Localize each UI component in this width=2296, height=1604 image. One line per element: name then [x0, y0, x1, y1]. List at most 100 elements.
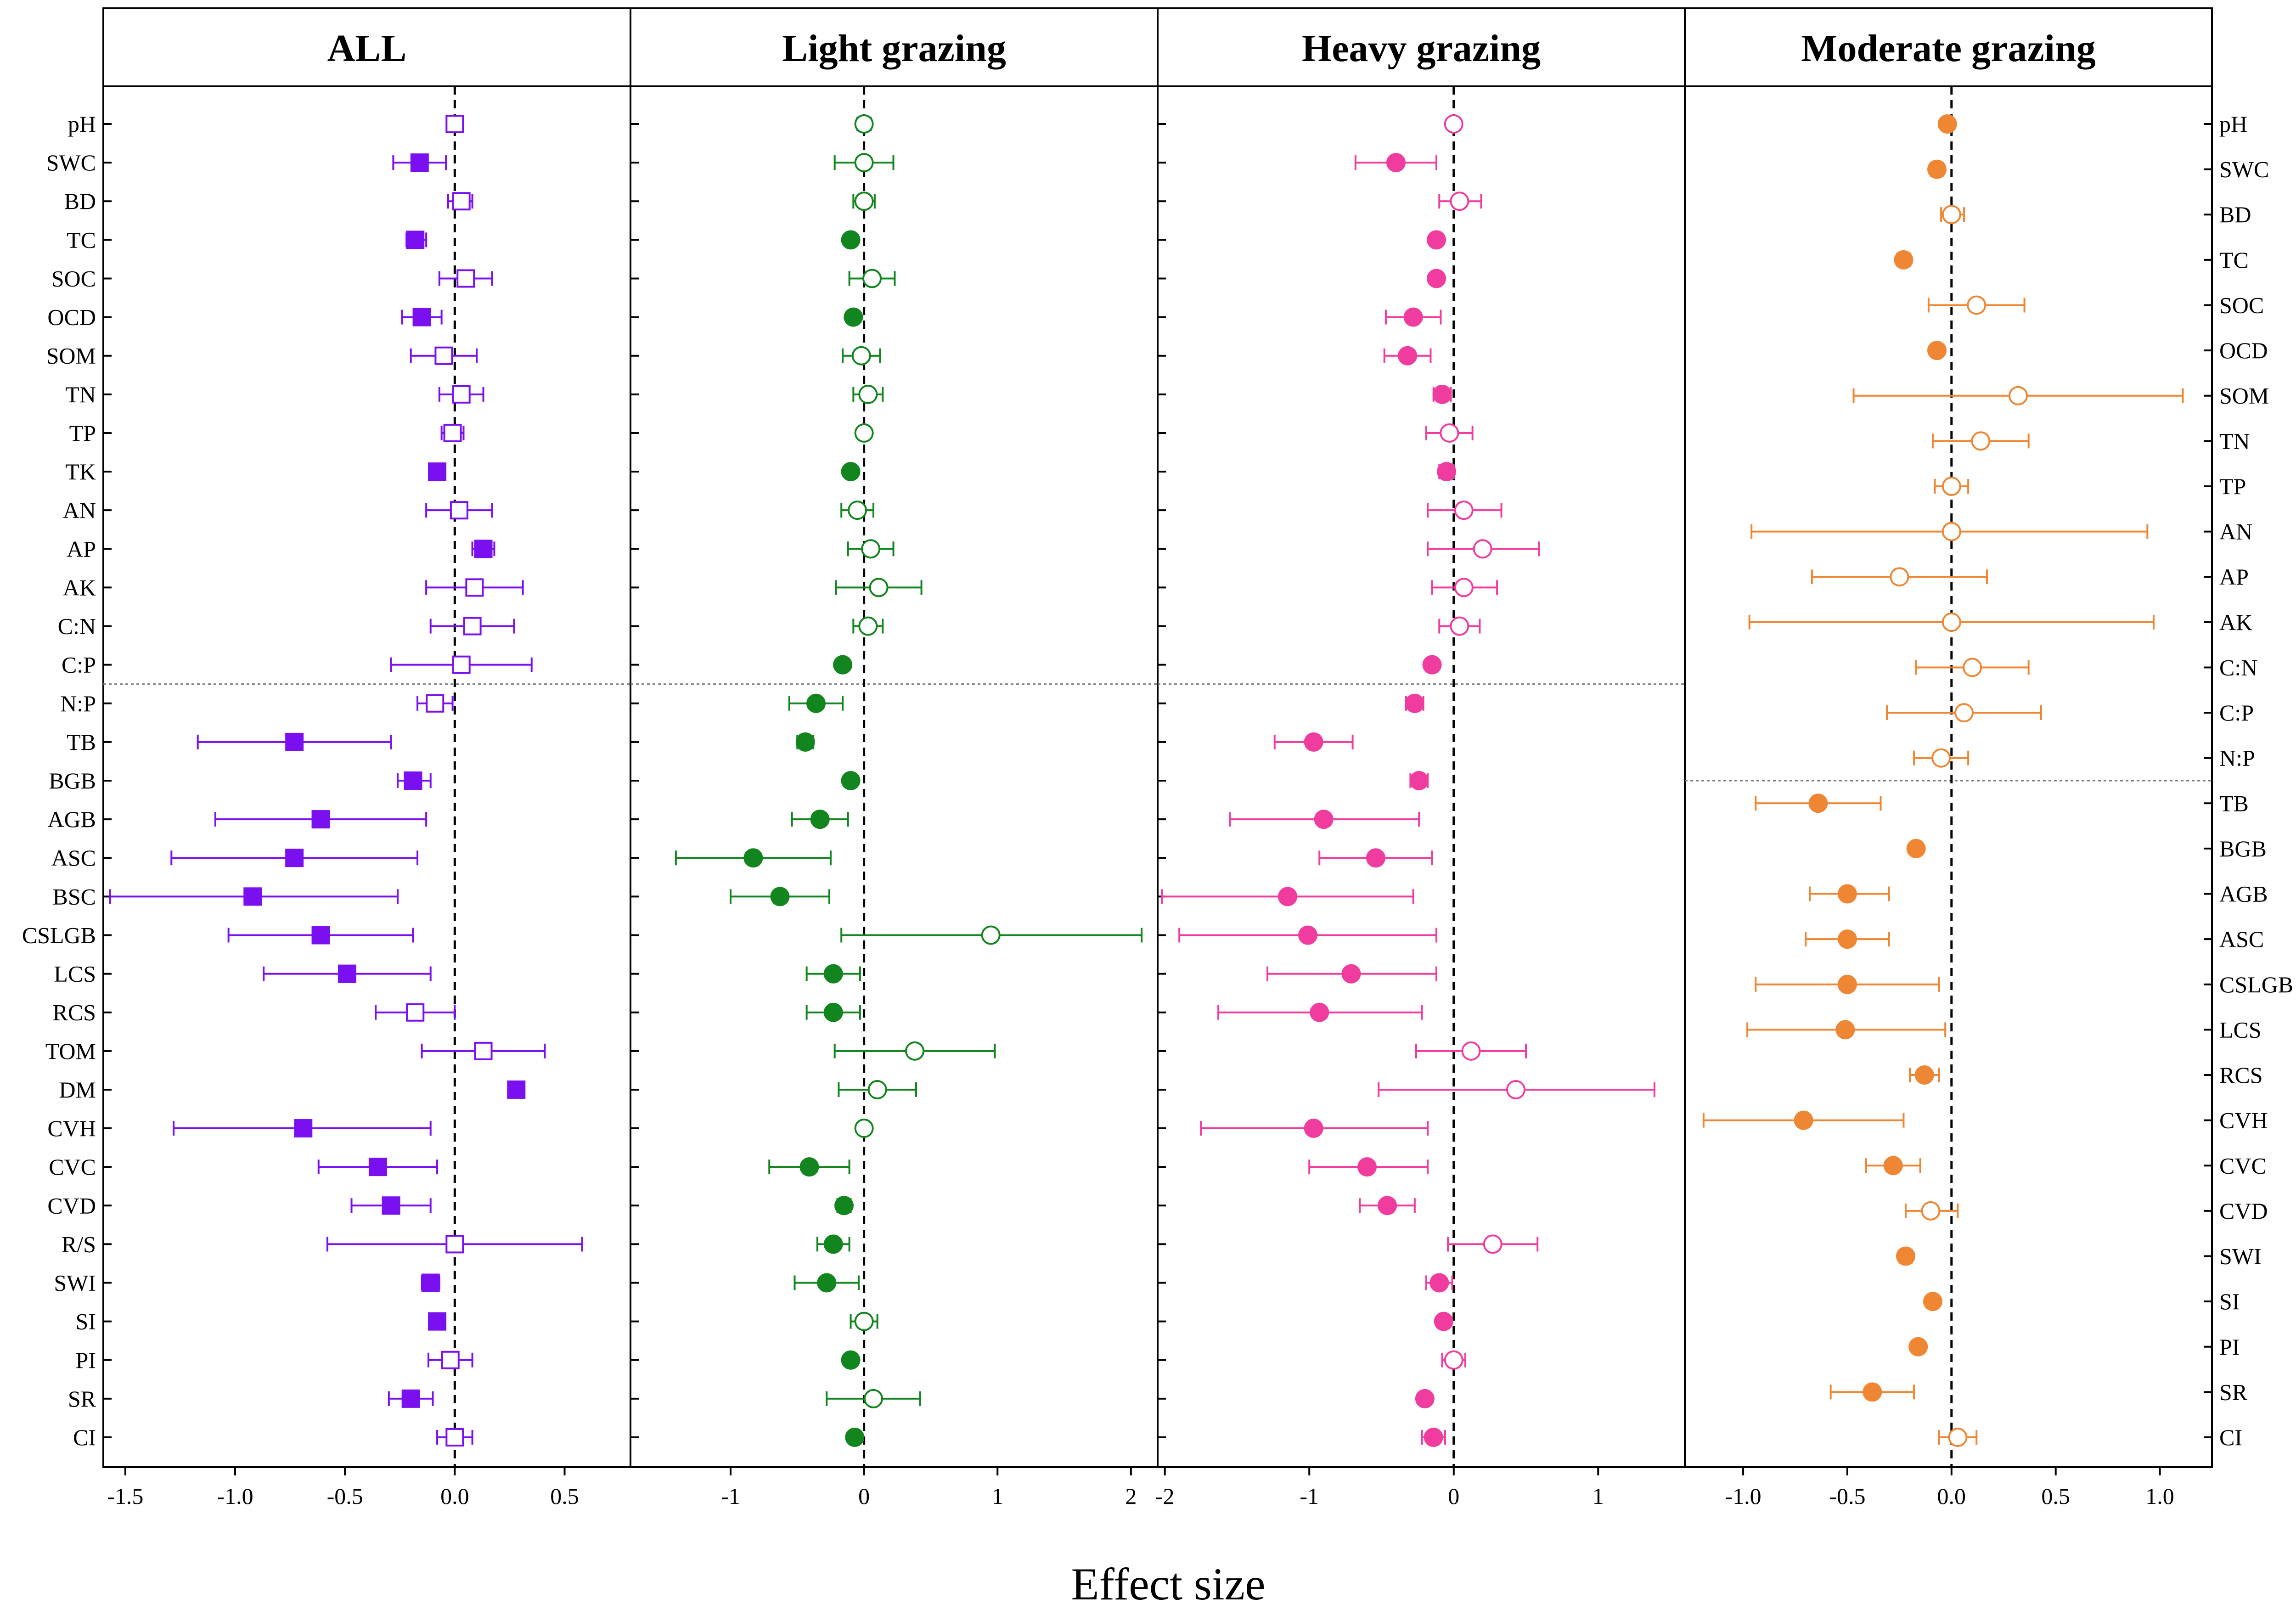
variable-label: OCD — [2219, 338, 2268, 363]
effect-row-bgb — [1158, 771, 1429, 790]
effect-row-rcs: RCS — [52, 1000, 456, 1025]
effect-marker — [844, 307, 863, 327]
effect-marker — [817, 1273, 837, 1293]
effect-marker — [412, 308, 431, 326]
x-tick-label: -1.0 — [1725, 1483, 1761, 1509]
variable-label: CVH — [2219, 1108, 2268, 1133]
effect-marker — [428, 462, 447, 481]
effect-marker — [2009, 386, 2028, 405]
x-tick-label: 1.0 — [2145, 1483, 2174, 1509]
effect-marker — [1444, 114, 1463, 134]
effect-row-si — [630, 1311, 878, 1331]
effect-row-ci: CI — [73, 1424, 473, 1450]
effect-row-ak: AK — [1748, 609, 2252, 635]
effect-row-swc — [1158, 153, 1438, 173]
effect-marker — [421, 1273, 440, 1292]
variable-label: SI — [76, 1309, 96, 1334]
effect-row-ak — [630, 578, 923, 597]
variable-label: TN — [65, 382, 96, 407]
effect-row-swc: SWC — [1927, 157, 2269, 182]
panel-plot-frame — [630, 85, 1159, 1468]
x-tick-label: 0 — [858, 1483, 870, 1509]
effect-row-ci — [630, 1428, 865, 1447]
effect-marker — [1923, 1292, 1942, 1311]
effect-row-cvd — [1158, 1196, 1416, 1216]
effect-marker — [1506, 1080, 1526, 1099]
variable-label: N:P — [2219, 745, 2255, 771]
effect-marker — [862, 269, 882, 288]
variable-label: SOM — [46, 343, 96, 369]
variable-label: AGB — [47, 806, 96, 832]
effect-marker — [743, 848, 763, 868]
variable-label: ASC — [2219, 926, 2264, 952]
panel-plot-frame — [102, 85, 631, 1468]
variable-label: AK — [63, 574, 96, 600]
x-tick-label: 0.5 — [550, 1483, 579, 1509]
effect-row-ap: AP — [1811, 564, 2249, 590]
variable-label: SOC — [2219, 292, 2264, 318]
effect-marker — [382, 1196, 400, 1215]
variable-label: AP — [67, 536, 96, 562]
effect-marker — [285, 849, 304, 867]
effect-marker — [823, 964, 843, 984]
effect-row-cslgb: CSLGB — [22, 922, 414, 948]
effect-marker — [452, 655, 471, 674]
effect-row-an: AN — [1750, 519, 2252, 545]
variable-label: DM — [59, 1077, 96, 1103]
effect-marker — [1894, 250, 1913, 270]
effect-row-tk — [630, 462, 861, 482]
effect-row-agb — [630, 810, 849, 829]
effect-marker — [1837, 929, 1857, 949]
effect-marker — [1808, 794, 1828, 813]
effect-row-tp: TP — [1934, 473, 2246, 499]
panel-heavy-grazing: Heavy grazing -2 -1 0 1 — [1155, 7, 1686, 1509]
effect-row-rcs: RCS — [1909, 1062, 2263, 1088]
effect-row-c-n: C:N — [1915, 654, 2257, 680]
effect-row-swi — [630, 1273, 860, 1293]
effect-marker — [1794, 1110, 1813, 1130]
effect-marker — [368, 1158, 387, 1176]
effect-marker — [1424, 1428, 1443, 1447]
effect-row-tk: TK — [65, 459, 447, 484]
variable-label: ASC — [51, 845, 96, 871]
effect-row-bd — [1158, 191, 1482, 211]
effect-marker — [434, 346, 453, 365]
effect-marker — [1837, 884, 1857, 904]
effect-row-bgb — [630, 771, 861, 790]
effect-marker — [401, 1389, 420, 1408]
effect-row-tc — [1158, 230, 1446, 250]
effect-row-soc — [630, 269, 896, 288]
effect-marker — [1437, 462, 1457, 482]
panel-title: Light grazing — [782, 27, 1006, 70]
effect-row-pi: PI — [1908, 1334, 2240, 1360]
variable-label: SOM — [2219, 383, 2269, 409]
effect-row-sr — [1158, 1389, 1435, 1408]
effect-row-si: SI — [1923, 1289, 2240, 1314]
variable-label: BD — [64, 188, 96, 214]
effect-marker — [1837, 974, 1857, 994]
effect-marker — [1427, 230, 1446, 250]
effect-row-ph: pH — [68, 111, 464, 137]
variable-label: CSLGB — [22, 922, 96, 948]
effect-row-agb: AGB — [1809, 881, 2268, 907]
variable-label: TP — [69, 420, 96, 446]
effect-marker — [445, 1428, 464, 1446]
effect-row-cvc: CVC — [1865, 1153, 2267, 1178]
effect-marker — [406, 1003, 425, 1022]
effect-row-ph: pH — [1937, 111, 2247, 137]
effect-marker — [841, 462, 861, 482]
effect-row-tb: TB — [1755, 790, 2249, 816]
effect-marker — [1921, 1201, 1941, 1221]
effect-row-dm: DM — [59, 1077, 526, 1103]
effect-marker — [1863, 1382, 1882, 1402]
variable-label: TB — [67, 729, 96, 755]
effect-marker — [406, 231, 425, 249]
effect-row-c-n — [630, 616, 884, 636]
effect-marker — [1427, 269, 1446, 288]
effect-marker — [858, 616, 878, 636]
effect-marker — [1278, 887, 1298, 906]
variable-label: CVC — [2219, 1153, 2267, 1178]
effect-marker — [834, 1196, 854, 1216]
effect-marker — [1403, 307, 1423, 327]
effect-row-bsc — [1158, 887, 1414, 906]
